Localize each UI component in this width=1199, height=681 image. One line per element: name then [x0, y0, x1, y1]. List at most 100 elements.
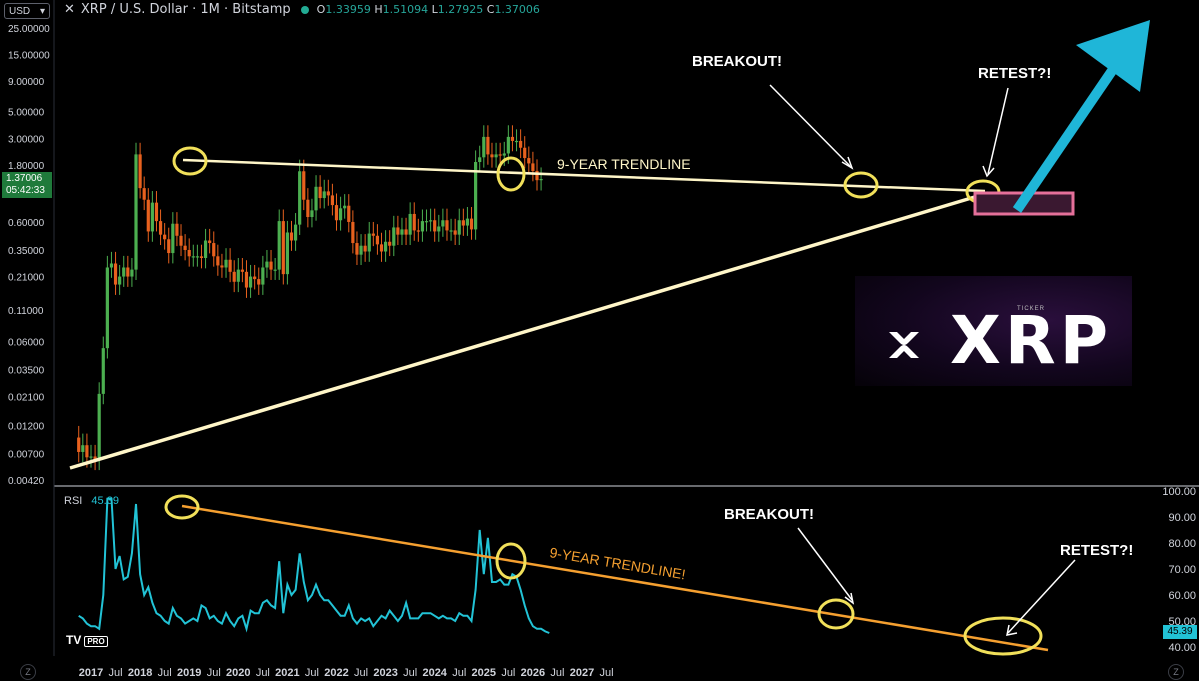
- xrp-icon: ✕: [64, 2, 75, 17]
- time-tick-label: Jul: [109, 667, 123, 679]
- rsi-retest-pointer-head: [1006, 624, 1018, 636]
- candle: [310, 210, 314, 218]
- candle: [199, 256, 204, 259]
- price-tick-label: 0.00700: [8, 449, 45, 460]
- price-tick-label: 25.00000: [8, 24, 50, 35]
- time-tick-label: 2023: [373, 667, 397, 679]
- candle: [126, 267, 130, 277]
- candle: [498, 154, 502, 156]
- candle: [482, 136, 486, 158]
- time-tick-label: 2022: [324, 667, 348, 679]
- price-tick-label: 0.35000: [8, 246, 45, 257]
- candle: [289, 232, 294, 241]
- candle: [388, 241, 392, 246]
- price-axis: 25.00000 15.00000 9.00000 5.00000 3.00000 1.8…: [8, 24, 50, 487]
- price-tick-label: 0.01200: [8, 421, 45, 432]
- rsi-highlight-circle: [164, 494, 200, 520]
- time-tick-label: 2021: [275, 667, 299, 679]
- candle: [347, 205, 351, 222]
- candle: [212, 243, 216, 257]
- rsi-highlight-circle: [963, 616, 1043, 656]
- time-tick-label: 2024: [422, 667, 447, 679]
- rsi-tick-label: 60.00: [1168, 590, 1196, 602]
- rsi-name: RSI: [64, 495, 83, 507]
- candle: [285, 232, 289, 275]
- candle: [122, 267, 126, 277]
- xrp-ticker-card: TICKER XRP: [855, 276, 1132, 386]
- candle: [101, 348, 105, 394]
- candle: [343, 205, 347, 209]
- candle: [208, 240, 212, 244]
- time-tick-label: 2027: [570, 667, 594, 679]
- candle: [527, 158, 531, 164]
- candle: [109, 263, 114, 268]
- candle: [265, 261, 269, 268]
- candle: [338, 208, 343, 221]
- candle: [371, 233, 375, 236]
- candle: [334, 205, 339, 221]
- candle: [445, 220, 449, 231]
- rsi-legend[interactable]: RSI 45.39: [64, 495, 119, 507]
- rsi-highlight-circle: [817, 598, 855, 630]
- candle: [175, 223, 179, 236]
- support-trendline: [69, 191, 989, 470]
- candle: [412, 213, 416, 231]
- price-tick-label: 5.00000: [8, 108, 45, 119]
- zoom-button-left[interactable]: Z: [20, 664, 36, 680]
- candle: [531, 163, 535, 171]
- market-status-dot: [300, 5, 309, 14]
- candle: [273, 269, 277, 271]
- candle: [232, 271, 236, 282]
- candle: [298, 171, 302, 225]
- time-tick-label: 2026: [521, 667, 545, 679]
- candle: [404, 229, 408, 235]
- rsi-trendline-label: 9-YEAR TRENDLINE!: [549, 544, 687, 582]
- candle: [158, 221, 163, 235]
- candle: [269, 261, 273, 270]
- candle: [469, 218, 474, 230]
- rsi-highlight-circle: [495, 542, 527, 580]
- ticker-caption: TICKER: [1017, 306, 1046, 312]
- candle: [433, 220, 437, 232]
- target-arrow-shaft: [1012, 59, 1123, 213]
- candle: [453, 230, 457, 235]
- highlight-circle: [496, 156, 526, 192]
- candle: [195, 256, 199, 258]
- rsi-breakout-label: BREAKOUT!: [724, 506, 814, 523]
- retest-pointer: [987, 87, 1009, 175]
- candle: [420, 221, 425, 232]
- retest-pointer-head: [982, 165, 995, 178]
- candle: [474, 162, 478, 230]
- time-tick-label: Jul: [354, 667, 368, 679]
- zoom-button-right[interactable]: Z: [1168, 664, 1184, 680]
- symbol-header[interactable]: ✕ XRP / U.S. Dollar · 1M · Bitstamp O1.3…: [64, 2, 540, 17]
- tradingview-logo[interactable]: TV PRO: [66, 633, 108, 647]
- rsi-breakout-pointer: [797, 527, 853, 601]
- price-tick-label: 9.00000: [8, 77, 45, 88]
- candle: [408, 213, 412, 235]
- candle: [244, 271, 249, 288]
- price-tick-label: 0.03500: [8, 366, 45, 377]
- candle: [306, 199, 310, 218]
- candle: [134, 154, 138, 270]
- candle: [97, 393, 101, 460]
- last-price-badge: 1.37006 05:42:33: [2, 172, 52, 198]
- candle: [150, 202, 154, 232]
- rsi-tick-label: 90.00: [1168, 512, 1196, 524]
- candle: [457, 220, 461, 235]
- candle: [424, 221, 429, 223]
- candle: [236, 269, 240, 282]
- candle: [326, 191, 330, 196]
- highlight-circle: [172, 146, 208, 176]
- candles-layer: [77, 125, 543, 471]
- currency-dropdown[interactable]: USD ▾: [4, 3, 50, 19]
- ticker-symbol: XRP: [950, 302, 1113, 379]
- xrp-logo-icon: [889, 332, 919, 358]
- candle: [330, 195, 335, 206]
- candle: [478, 157, 482, 163]
- candle: [253, 276, 257, 280]
- candle: [224, 259, 228, 268]
- time-tick-label: 2020: [226, 667, 250, 679]
